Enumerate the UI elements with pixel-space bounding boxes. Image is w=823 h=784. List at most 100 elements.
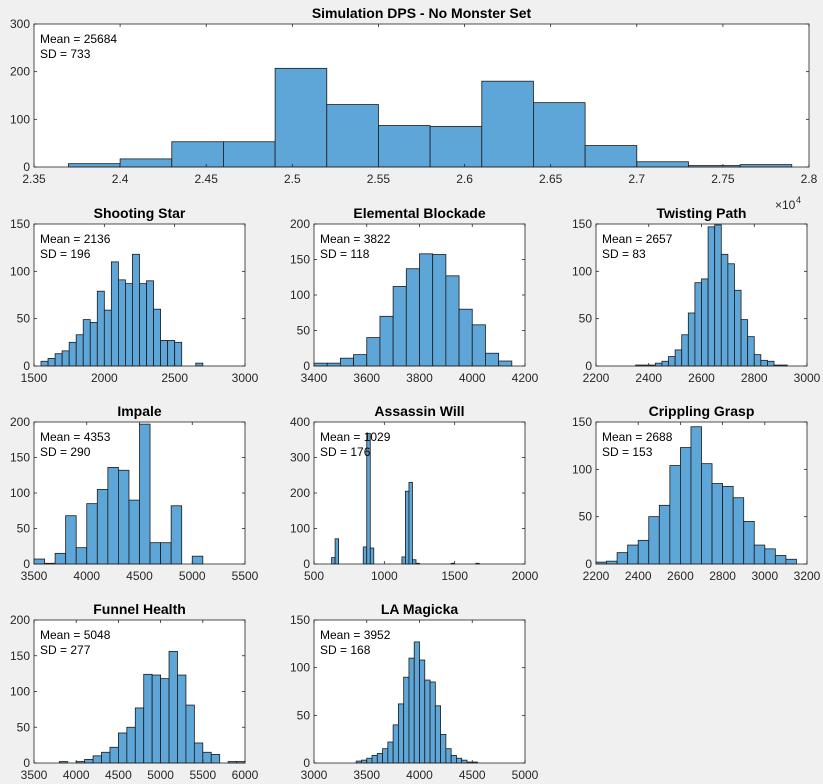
histogram-bar <box>96 290 105 367</box>
y-tick-label: 150 <box>10 217 30 231</box>
histogram-bar <box>134 707 145 764</box>
histogram-bar <box>177 674 187 764</box>
histogram-bar <box>584 145 638 168</box>
y-tick-label: 100 <box>572 462 592 476</box>
stats-annotation: SD = 153 <box>602 445 653 459</box>
y-tick-label: 100 <box>10 685 30 699</box>
histogram-bar <box>40 360 49 367</box>
stats-annotation: SD = 176 <box>320 445 371 459</box>
histogram-bar <box>432 254 447 367</box>
histogram-bar <box>694 282 702 367</box>
histogram-bar <box>191 555 204 565</box>
histogram-bar <box>75 547 88 565</box>
x-tick-label: 5500 <box>232 569 259 583</box>
y-tick-label: 100 <box>572 264 592 278</box>
histogram-bar <box>379 315 394 367</box>
histogram-bar <box>160 340 169 367</box>
subplot-title: LA Magicka <box>381 601 458 617</box>
histogram-bar <box>139 423 151 565</box>
x-tick-label: 2.35 <box>22 172 46 186</box>
histogram-bar <box>681 334 689 367</box>
histogram-bar <box>734 289 742 367</box>
x-tick-label: 2400 <box>635 371 662 385</box>
histogram-bar <box>674 349 683 367</box>
x-tick-label: 3500 <box>353 768 380 782</box>
histogram-bar <box>110 261 119 367</box>
histogram-bar <box>481 80 534 168</box>
x-tick-label: 4000 <box>63 768 90 782</box>
stats-annotation: SD = 290 <box>40 445 91 459</box>
histogram-bar <box>160 678 170 764</box>
histogram-bar <box>413 641 420 764</box>
histogram-bar <box>339 357 354 367</box>
histogram-bar <box>445 275 460 367</box>
histogram-bar <box>408 657 415 764</box>
histogram-bar <box>392 286 407 367</box>
y-tick-label: 100 <box>290 288 310 302</box>
subplot-title: Assassin Will <box>374 403 464 419</box>
histogram-bar <box>450 754 457 764</box>
histogram-bar <box>445 748 452 764</box>
histogram-bar <box>533 102 586 168</box>
histogram-bar <box>168 651 178 764</box>
histogram-bar <box>669 465 681 565</box>
x-tick-label: 3500 <box>21 569 48 583</box>
histogram-bar <box>171 141 224 168</box>
stats-annotation: Mean = 3822 <box>320 232 391 246</box>
y-tick-label: 0 <box>585 557 592 571</box>
subplot-title: Simulation DPS - No Monster Set <box>312 5 532 21</box>
y-tick-label: 150 <box>10 649 30 663</box>
histogram-bar <box>456 757 463 764</box>
y-tick-label: 0 <box>303 557 310 571</box>
histogram-bar <box>440 734 447 764</box>
histogram-bar <box>747 336 755 367</box>
histogram-bar <box>690 426 702 565</box>
histogram-bar <box>195 362 204 367</box>
histogram-bar <box>627 544 639 565</box>
y-tick-label: 150 <box>572 217 592 231</box>
histogram-bar <box>75 334 84 367</box>
y-tick-label: 200 <box>290 217 310 231</box>
x-exponent-label: ×10 <box>775 198 796 212</box>
y-tick-label: 50 <box>297 324 311 338</box>
histogram-bar <box>732 497 745 565</box>
histogram-bar <box>143 673 153 764</box>
x-tick-label: 2000 <box>91 371 118 385</box>
histogram-bar <box>707 226 716 367</box>
histogram-bar <box>109 746 119 764</box>
y-tick-label: 200 <box>290 486 310 500</box>
histogram-bar <box>403 676 410 764</box>
x-tick-label: 5500 <box>189 768 216 782</box>
histogram-bar <box>68 341 77 367</box>
histogram-bar <box>408 481 413 565</box>
histogram-bar <box>668 356 676 367</box>
axes-frame <box>33 223 246 367</box>
histogram-bar <box>714 224 722 367</box>
subplot-title: Crippling Grasp <box>649 403 755 419</box>
subplot-title: Elemental Blockade <box>353 205 485 221</box>
x-tick-label: 1500 <box>21 371 48 385</box>
y-tick-label: 100 <box>290 522 310 536</box>
histogram-bar <box>326 104 379 168</box>
histogram-bar <box>392 724 399 764</box>
histogram-bar <box>61 350 70 367</box>
histogram-bar <box>740 319 749 367</box>
subplot-1: 1500 2000 2500 3000 0 50 100 150 Shooting Star Me… <box>10 205 259 385</box>
x-tick-label: 3400 <box>301 371 328 385</box>
x-tick-label: 3200 <box>794 569 821 583</box>
histogram-bar <box>366 337 381 367</box>
stats-annotation: Mean = 3952 <box>320 628 391 642</box>
stats-annotation: Mean = 25684 <box>40 32 117 46</box>
y-tick-label: 150 <box>290 253 310 267</box>
histogram-bar <box>101 751 111 764</box>
histogram-bar <box>68 163 121 168</box>
y-tick-label: 50 <box>579 510 593 524</box>
subplot-3: 2200 2400 2600 2800 3000 0 50 100 150 Twisting Pa… <box>572 205 821 385</box>
x-tick-label: 3500 <box>21 768 48 782</box>
x-tick-label: 2600 <box>667 569 694 583</box>
x-tick-label: 4200 <box>512 371 539 385</box>
histogram-bar <box>362 546 368 565</box>
histogram-bar <box>125 283 133 367</box>
histogram-bar <box>401 556 406 565</box>
histogram-bar <box>149 542 162 565</box>
